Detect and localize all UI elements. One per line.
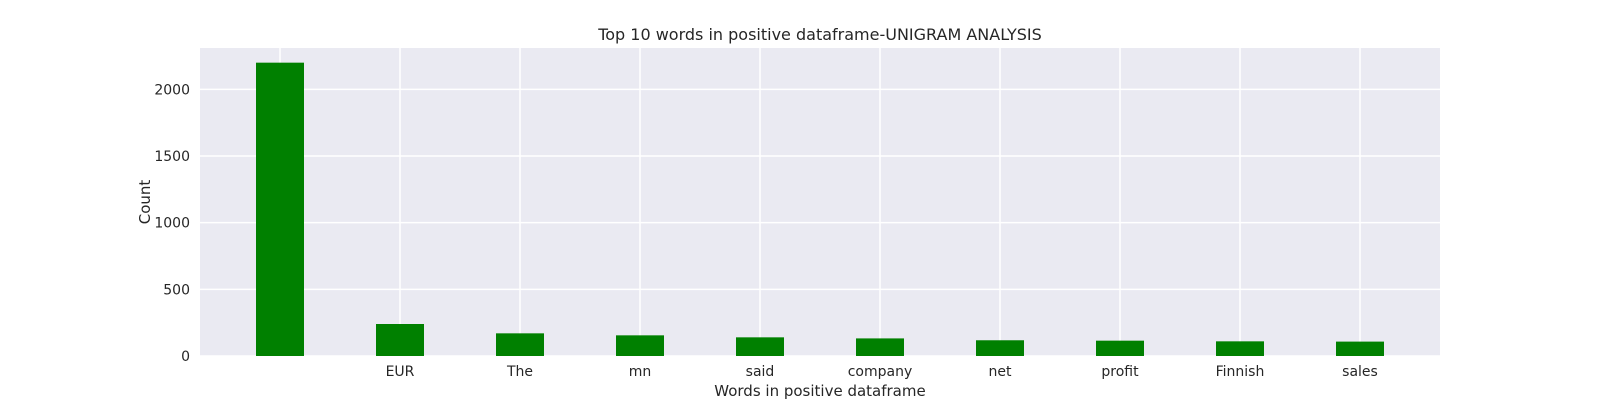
y-tick-label: 0 [181,349,190,365]
x-axis-label: Words in positive dataframe [714,382,925,400]
x-tick-label: mn [629,364,652,380]
bar-said [736,337,784,356]
x-tick-label: EUR [386,364,415,380]
chart-title: Top 10 words in positive dataframe-UNIGR… [597,25,1042,44]
bar-finnish [1216,341,1264,356]
plot-area [200,48,1440,356]
x-tick-label: net [989,364,1012,380]
x-tick-label: profit [1101,364,1139,380]
y-tick-label: 500 [163,282,190,298]
y-axis-label: Count [136,180,154,225]
tick-labels: 0 500 1000 1500 2000 EUR The mn said company net pr… [154,82,1377,380]
bar-profit [1096,340,1144,356]
x-tick-label: sales [1342,364,1378,380]
x-tick-label: company [848,364,913,380]
bar-mn [616,335,664,356]
x-tick-label: said [746,364,775,380]
x-tick-label: The [506,364,533,380]
y-tick-label: 1000 [154,216,190,232]
bars [256,62,1384,357]
y-tick-label: 2000 [154,82,190,98]
x-tick-label: Finnish [1216,364,1265,380]
bar-net [976,340,1024,356]
bar-company [856,338,904,356]
bar-blank [256,62,304,357]
bar-eur [376,324,424,356]
bar-the [496,333,544,356]
y-tick-label: 1500 [154,149,190,165]
bar-sales [1336,341,1384,356]
